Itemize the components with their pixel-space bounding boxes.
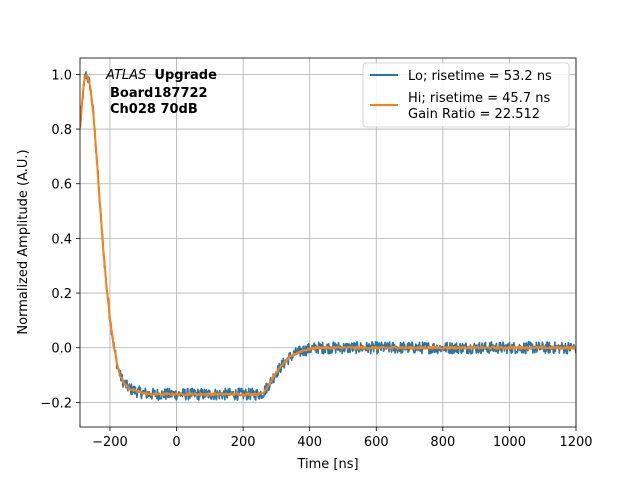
legend-label-hi: Hi; risetime = 45.7 ns Gain Ratio = 22.5… xyxy=(408,91,554,122)
series-hi-line xyxy=(80,73,576,397)
y-tick-label: −0.2 xyxy=(40,396,72,411)
axis-ticks: −200 0 200 400 600 800 1000 1200 −0.2 0.0 0.2 0.4 0.… xyxy=(40,68,592,450)
y-tick-label: 0.6 xyxy=(51,178,72,193)
y-tick-label: 0.2 xyxy=(51,287,72,302)
series-lines xyxy=(80,71,576,401)
y-axis-label: Normalized Amplitude (A.U.) xyxy=(16,149,31,334)
annotation-board: Board187722 xyxy=(110,86,208,101)
annotation-experiment: ATLAS xyxy=(105,68,146,83)
x-tick-label: 200 xyxy=(231,435,256,450)
y-tick-label: 0.8 xyxy=(51,123,72,138)
annotation-experiment-suffix: Upgrade xyxy=(154,68,217,83)
legend-label-lo: Lo; risetime = 53.2 ns xyxy=(408,69,552,84)
y-tick-label: 0.4 xyxy=(51,232,72,247)
x-tick-label: −200 xyxy=(92,435,128,450)
y-tick-label: 0.0 xyxy=(51,342,72,357)
x-tick-label: 400 xyxy=(297,435,322,450)
annotation-channel: Ch028 70dB xyxy=(110,102,198,117)
legend-box xyxy=(362,62,570,128)
x-axis-label: Time [ns] xyxy=(296,457,358,472)
svg-text:ATLAS Upgrade: ATLAS Upgrade xyxy=(105,68,217,83)
x-tick-label: 1200 xyxy=(559,435,592,450)
legend: Lo; risetime = 53.2 ns Hi; risetime = 45… xyxy=(362,62,570,128)
x-tick-label: 0 xyxy=(172,435,180,450)
experiment-annotation: ATLAS Upgrade Board187722 Ch028 70dB xyxy=(105,68,217,117)
y-tick-label: 1.0 xyxy=(51,68,72,83)
plot-frame xyxy=(79,57,577,428)
x-tick-label: 800 xyxy=(430,435,455,450)
x-tick-label: 1000 xyxy=(493,435,526,450)
x-tick-label: 600 xyxy=(364,435,389,450)
